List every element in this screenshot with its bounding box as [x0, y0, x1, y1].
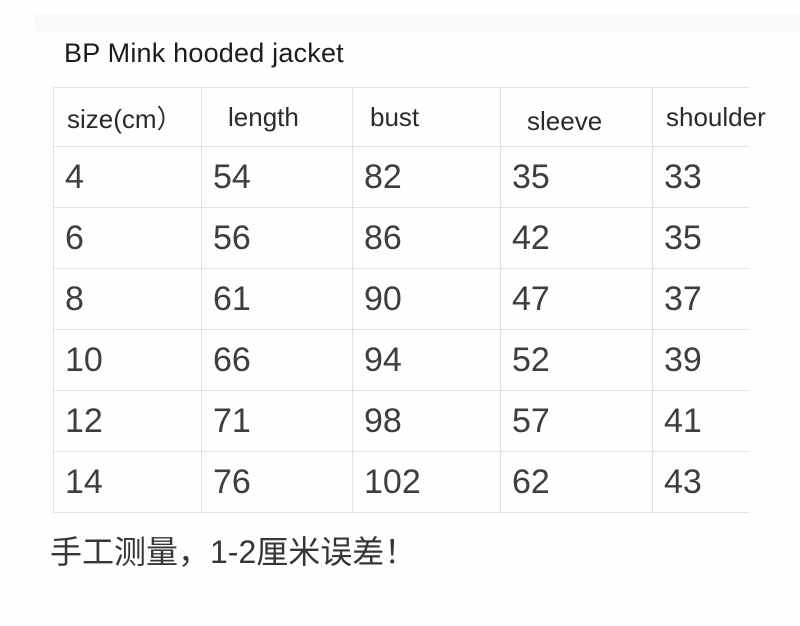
cell-sleeve: 47 — [500, 268, 653, 330]
cell-size: 6 — [53, 207, 202, 269]
size-chart-table: size(cm） length bust sleeve shoulder 4 5… — [53, 87, 766, 513]
column-header-length: length — [201, 87, 353, 147]
column-header-shoulder: shoulder — [652, 87, 766, 147]
measurement-note: 手工测量，1-2厘米误差！ — [50, 534, 417, 570]
cell-bust: 94 — [352, 329, 501, 391]
cell-shoulder: 41 — [652, 390, 749, 452]
cell-shoulder: 43 — [652, 451, 749, 513]
table-row: 14 76 102 62 43 — [53, 451, 749, 513]
size-chart-body: 4 54 82 35 33 6 56 86 42 35 8 61 90 47 3… — [53, 146, 749, 513]
cell-sleeve: 57 — [500, 390, 653, 452]
cell-length: 54 — [201, 146, 353, 208]
cell-sleeve: 42 — [500, 207, 653, 269]
cell-size: 4 — [53, 146, 202, 208]
cell-size: 12 — [53, 390, 202, 452]
cell-length: 76 — [201, 451, 353, 513]
cell-bust: 90 — [352, 268, 501, 330]
cell-shoulder: 39 — [652, 329, 749, 391]
cell-length: 66 — [201, 329, 353, 391]
table-row: 12 71 98 57 41 — [53, 390, 749, 452]
cell-length: 71 — [201, 390, 353, 452]
cell-size: 8 — [53, 268, 202, 330]
cell-bust: 82 — [352, 146, 501, 208]
table-row: 10 66 94 52 39 — [53, 329, 749, 391]
cell-bust: 98 — [352, 390, 501, 452]
cell-bust: 86 — [352, 207, 501, 269]
cell-shoulder: 37 — [652, 268, 749, 330]
cell-sleeve: 35 — [500, 146, 653, 208]
product-title: BP Mink hooded jacket — [64, 38, 344, 68]
table-row: 8 61 90 47 37 — [53, 268, 749, 330]
photo-artifact-band — [35, 14, 800, 31]
header-row: size(cm） length bust sleeve shoulder — [53, 87, 766, 147]
cell-sleeve: 62 — [500, 451, 653, 513]
column-header-sleeve: sleeve — [500, 87, 653, 147]
column-header-bust: bust — [352, 87, 501, 147]
cell-shoulder: 33 — [652, 146, 749, 208]
cell-size: 14 — [53, 451, 202, 513]
size-chart-header: size(cm） length bust sleeve shoulder — [53, 87, 766, 147]
cell-length: 61 — [201, 268, 353, 330]
cell-sleeve: 52 — [500, 329, 653, 391]
cell-length: 56 — [201, 207, 353, 269]
table-row: 6 56 86 42 35 — [53, 207, 749, 269]
cell-shoulder: 35 — [652, 207, 749, 269]
column-header-size: size(cm） — [53, 87, 202, 147]
cell-size: 10 — [53, 329, 202, 391]
cell-bust: 102 — [352, 451, 501, 513]
table-row: 4 54 82 35 33 — [53, 146, 749, 208]
